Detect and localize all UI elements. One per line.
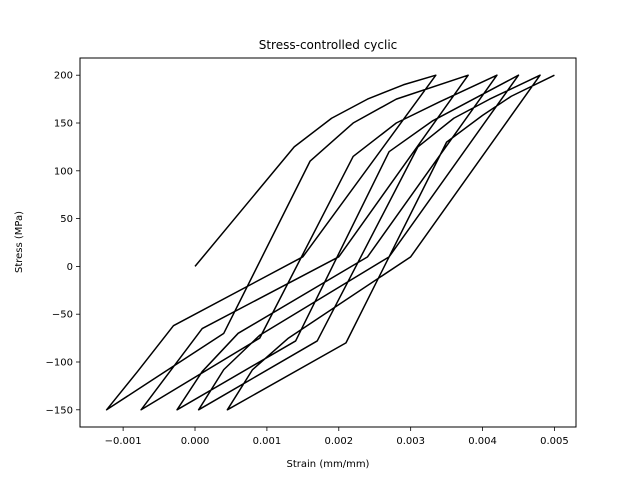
x-tick-label: 0.001 — [253, 436, 282, 447]
y-tick-label: 0 — [67, 262, 73, 273]
y-tick-label: −150 — [46, 405, 73, 416]
plot-layer — [105, 74, 555, 411]
y-tick-label: 200 — [54, 71, 73, 82]
y-tick-label: 150 — [54, 119, 73, 130]
x-tick-label: 0.003 — [396, 436, 425, 447]
x-tick-label: 0.005 — [540, 436, 569, 447]
y-tick-label: −50 — [52, 310, 73, 321]
x-tick-label: −0.001 — [105, 436, 142, 447]
y-axis-label: Stress (MPa) — [14, 211, 25, 273]
y-tick-label: 50 — [60, 214, 73, 225]
x-tick-label: 0.002 — [324, 436, 353, 447]
series-line-stress-strain — [105, 74, 555, 411]
y-tick-label: 100 — [54, 166, 73, 177]
plot-frame — [79, 57, 577, 428]
x-axis: −0.001 0.000 0.001 0.002 0.003 0.004 0.005 — [105, 427, 569, 447]
chart-title: Stress-controlled cyclic — [259, 38, 398, 52]
y-axis: −150 −100 −50 0 50 100 150 200 — [46, 71, 80, 416]
y-tick-label: −100 — [46, 357, 73, 368]
x-tick-label: 0.000 — [181, 436, 210, 447]
x-axis-label: Strain (mm/mm) — [287, 459, 370, 470]
x-tick-label: 0.004 — [468, 436, 497, 447]
